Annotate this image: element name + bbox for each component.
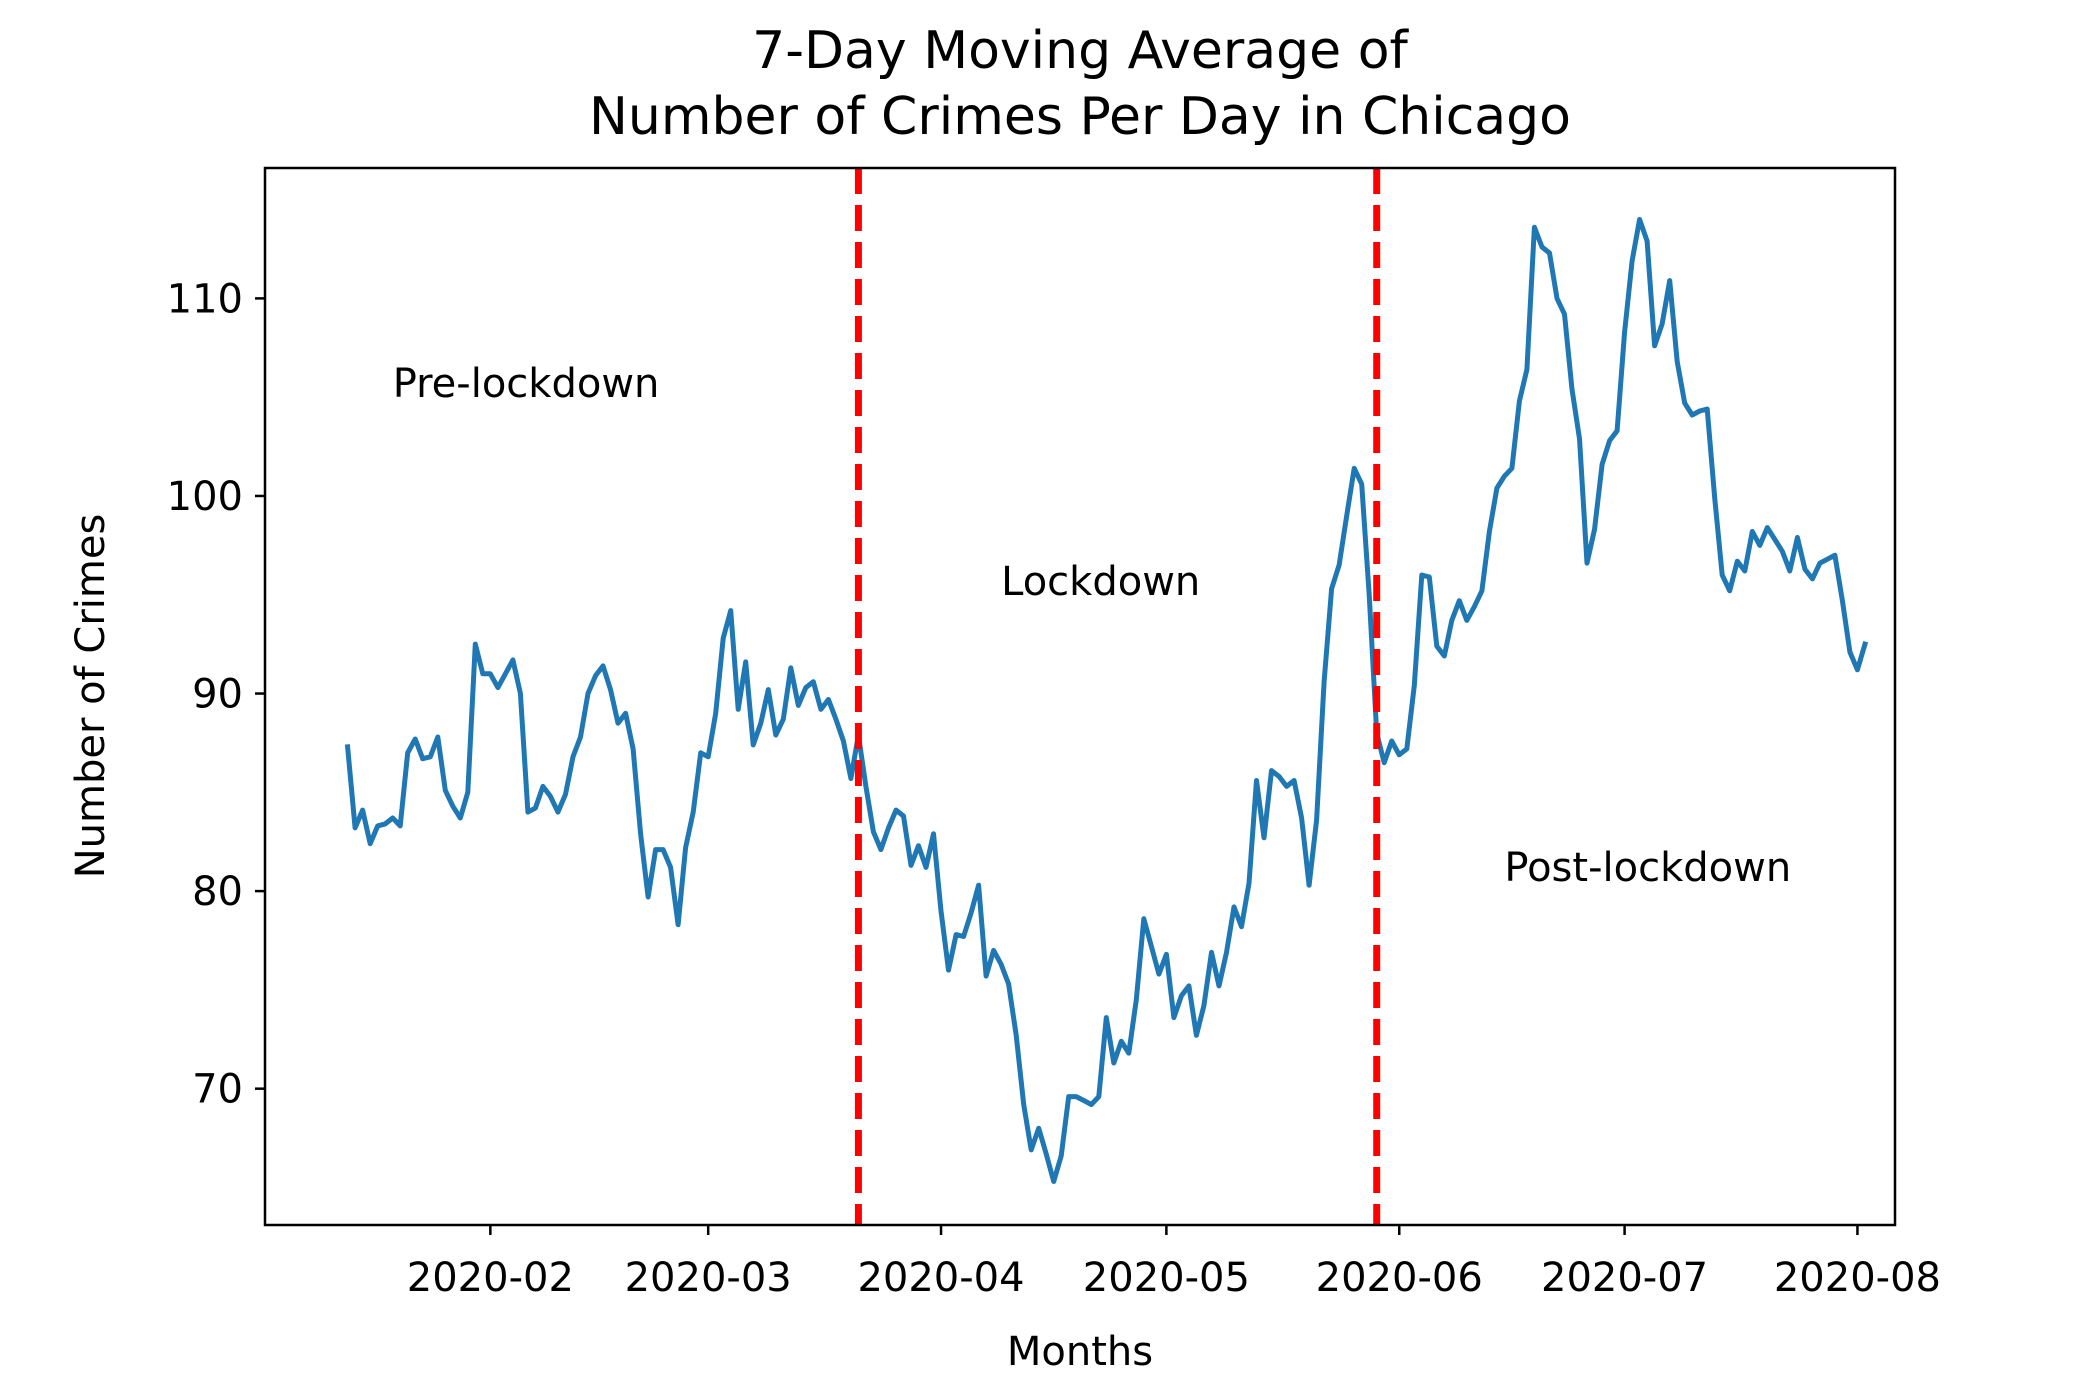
x-tick-label: 2020-03 <box>625 1255 792 1301</box>
chart-title-line-1: 7-Day Moving Average of <box>752 21 1409 81</box>
region-label: Pre-lockdown <box>393 361 660 407</box>
region-label: Lockdown <box>1001 559 1200 605</box>
y-axis-ticks: 70 80 90 100 110 <box>167 276 265 1113</box>
x-tick-label: 2020-02 <box>407 1255 574 1301</box>
series-line <box>344 216 1869 1184</box>
y-tick-label: 110 <box>167 276 243 322</box>
plot-frame <box>263 166 1897 1227</box>
x-tick-label: 2020-05 <box>1083 1255 1250 1301</box>
x-tick-label: 2020-06 <box>1316 1255 1483 1301</box>
y-tick-label: 100 <box>167 474 243 520</box>
y-axis-label: Number of Crimes <box>68 514 114 879</box>
chart-title: 7-Day Moving Average of Number of Crimes… <box>589 21 1571 147</box>
x-tick-label: 2020-08 <box>1774 1255 1941 1301</box>
series-layer <box>344 216 1869 1184</box>
vertical-lines-layer <box>854 168 1381 1225</box>
chart-title-line-2: Number of Crimes Per Day in Chicago <box>589 87 1571 147</box>
x-axis-ticks: 2020-02 2020-03 2020-04 2020-05 2020-06 2020-… <box>407 1225 1941 1301</box>
x-axis-label: Months <box>1007 1329 1153 1375</box>
region-label: Post-lockdown <box>1504 845 1791 891</box>
x-tick-label: 2020-07 <box>1541 1255 1708 1301</box>
x-tick-label: 2020-04 <box>857 1255 1024 1301</box>
y-tick-label: 70 <box>192 1067 243 1113</box>
y-tick-label: 90 <box>192 672 243 718</box>
y-tick-label: 80 <box>192 869 243 915</box>
region-labels-layer: Pre-lockdown Lockdown Post-lockdown <box>393 361 1792 891</box>
